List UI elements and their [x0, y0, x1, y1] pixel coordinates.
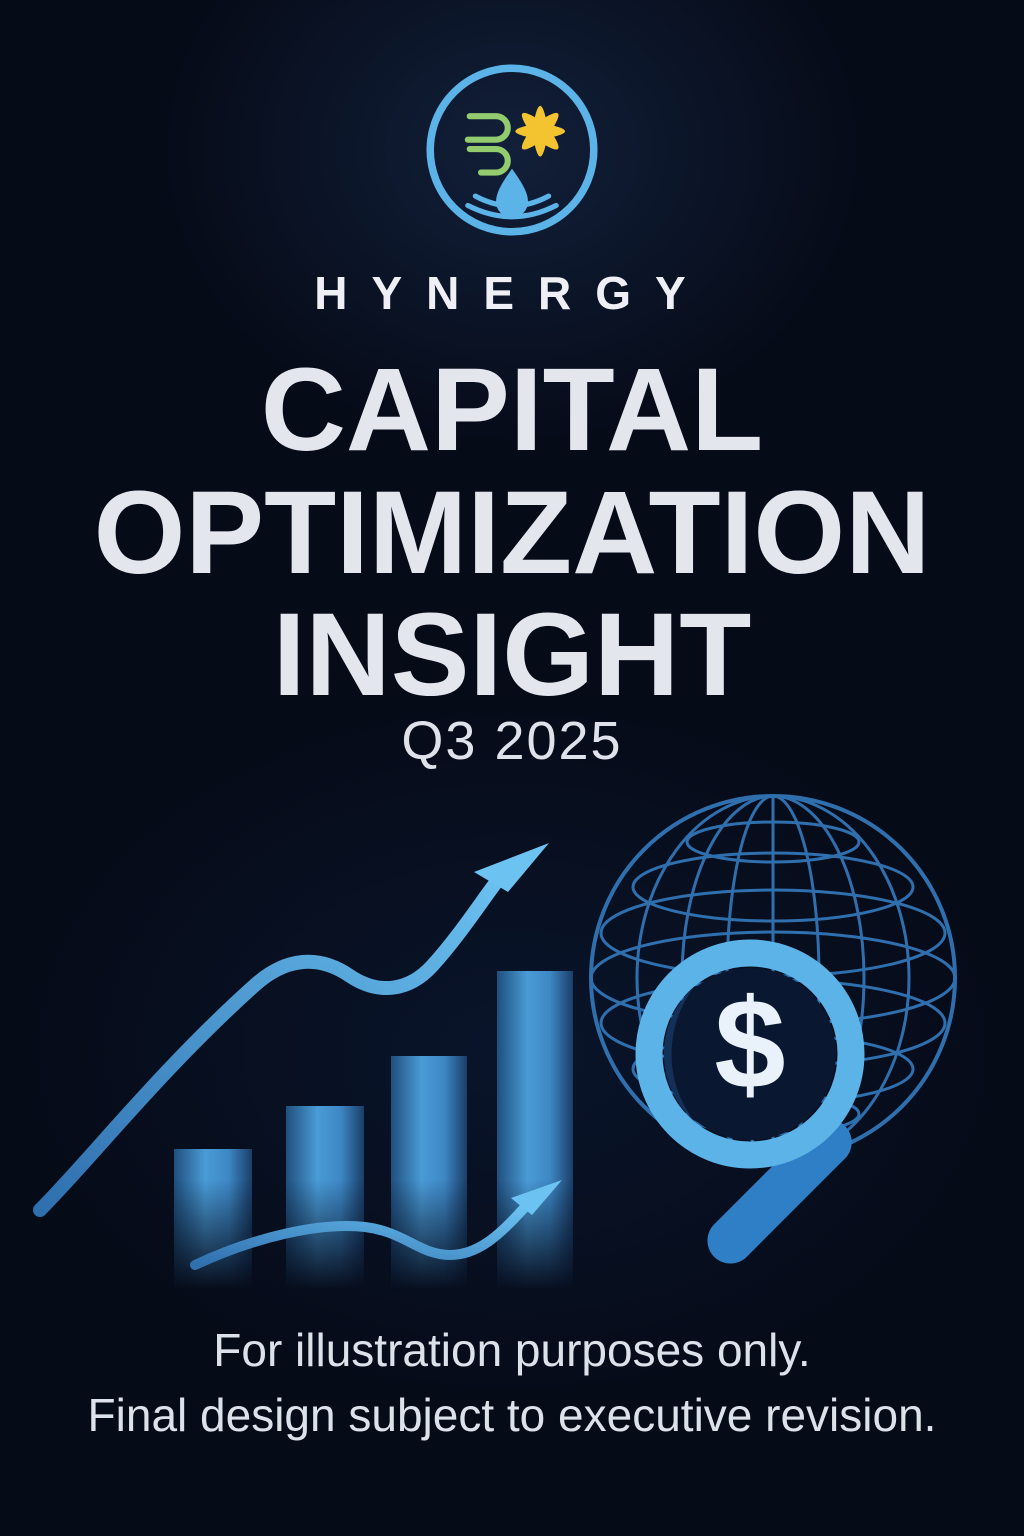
svg-text:$: $: [714, 973, 785, 1116]
